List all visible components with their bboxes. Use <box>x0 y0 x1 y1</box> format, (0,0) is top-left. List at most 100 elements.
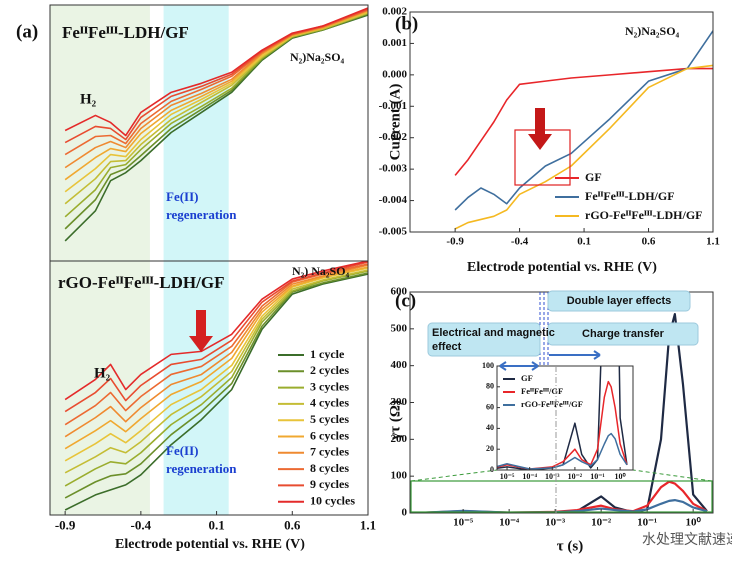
range-arrow <box>549 350 601 360</box>
x-tick-label: 10⁰ <box>685 516 701 528</box>
plot-frame <box>409 11 714 233</box>
medium-label: N₂)Na₂SO₄ <box>625 24 680 38</box>
y-tick-label: 600 <box>391 286 408 298</box>
region-box <box>547 322 699 346</box>
y-tick-label: 100 <box>482 361 494 370</box>
region-text: effect <box>432 341 462 353</box>
x-axis-label: Electrode potential vs. RHE (V) <box>467 260 657 275</box>
series-line <box>64 269 368 474</box>
y-tick-label: 400 <box>391 359 408 371</box>
legend-label: 10 cycles <box>310 493 355 507</box>
series-line <box>454 64 713 230</box>
region-label: regeneration <box>166 461 237 476</box>
region-box <box>547 290 691 312</box>
series-line <box>64 261 368 413</box>
x-tick-label: 10⁻⁵ <box>500 472 515 481</box>
region-label: regeneration <box>166 207 237 222</box>
arrow <box>528 108 552 150</box>
series-line <box>454 67 713 176</box>
y-tick-label: 500 <box>391 322 408 334</box>
x-tick-label: -0.9 <box>446 235 464 247</box>
x-tick-label: 10⁻³ <box>545 516 566 528</box>
y-tick-label: 40 <box>486 423 494 432</box>
legend-label: 9 cycles <box>310 477 349 491</box>
x-axis-label: τ (s) <box>557 538 584 554</box>
region-label: Fe(II) <box>166 189 199 204</box>
inset: 10⁻⁵ 10⁻⁴ 10⁻³ 10⁻² 10⁻¹ 10⁰ 0 20 40 60 80 100 GF Feᴵ… <box>482 361 634 481</box>
y-tick-label: 0.001 <box>382 37 407 49</box>
y-tick-label: 300 <box>391 396 408 408</box>
series-line <box>64 7 368 137</box>
region-label: Fe(II) <box>166 443 199 458</box>
x-tick-label: 10⁻² <box>568 472 583 481</box>
y-tick-label: -0.003 <box>379 163 408 175</box>
legend-label: 5 cycles <box>310 412 349 426</box>
region-text: Electrical and magnetic <box>432 327 555 339</box>
y-tick-label: 200 <box>391 433 408 445</box>
y-tick-label: 20 <box>486 444 494 453</box>
y-axis-label: Current (A) <box>387 84 403 161</box>
panel-label: (b) <box>395 13 418 34</box>
series-line <box>64 8 368 144</box>
legend-label: 6 cycles <box>310 428 349 442</box>
y-tick-label: 0 <box>402 507 408 519</box>
legend-label: 7 cycles <box>310 445 349 459</box>
series-line <box>64 272 368 499</box>
legend-label: rGO-FeᴵᴵFeᴵᴵᴵ/GF <box>521 399 583 409</box>
plot-background <box>497 366 633 470</box>
legend-label: 3 cycles <box>310 379 349 393</box>
arrow <box>189 310 213 352</box>
x-tick-label: 10⁰ <box>615 472 627 481</box>
panel-label: (c) <box>395 290 416 311</box>
x-tick-label: 10⁻⁴ <box>522 472 537 481</box>
y-tick-label: -0.001 <box>379 100 407 112</box>
series-line <box>417 480 708 513</box>
y-tick-label: -0.005 <box>379 226 408 238</box>
shaded-region <box>50 5 150 261</box>
h2-label: H₂ <box>80 91 97 107</box>
zoom-box <box>410 480 713 513</box>
shaded-region <box>163 261 229 515</box>
x-tick-label: -0.9 <box>55 518 76 533</box>
plot-frame <box>496 365 634 471</box>
legend-label: rGO-FeᴵᴵFeᴵᴵᴵ-LDH/GF <box>585 208 703 222</box>
zoom-line <box>632 469 713 482</box>
series-line <box>64 264 368 438</box>
x-tick-label: 0.6 <box>642 235 656 247</box>
series-line <box>64 267 368 462</box>
x-tick-label: 0.1 <box>577 235 591 247</box>
region-box <box>427 322 541 357</box>
x-tick-label: -0.4 <box>511 235 529 247</box>
y-axis-label: γτ (Ω) <box>387 400 403 441</box>
series-line <box>64 263 368 426</box>
series-line <box>417 499 708 513</box>
x-tick-label: 10⁻⁵ <box>453 516 474 528</box>
y-tick-label: -0.004 <box>379 194 408 206</box>
h2-label: H₂ <box>94 365 111 381</box>
x-tick-label: -0.4 <box>131 518 152 533</box>
series-line <box>64 273 368 511</box>
panel-label: (a) <box>16 21 38 42</box>
y-tick-label: 60 <box>486 402 494 411</box>
plots: -0.9 -0.4 0.1 0.6 1.1 -0.9 -0.4 0.1 0.6 1.1 0.002 0… <box>49 4 720 533</box>
legend-label: 4 cycles <box>310 396 349 410</box>
zoom-line <box>410 469 498 482</box>
shaded-region <box>163 5 229 261</box>
series-line <box>64 12 368 218</box>
series-line <box>64 11 368 193</box>
medium-label: N₂)Na₂SO₄ <box>290 50 345 64</box>
series-line <box>497 432 628 470</box>
medium-label: N₂) Na₂SO₄ <box>292 264 350 278</box>
series-line <box>454 30 713 211</box>
legend-label: GF <box>521 373 533 383</box>
legend-label: 1 cycle <box>310 347 345 361</box>
x-tick-label: 1.1 <box>360 518 376 533</box>
legend-label: GF <box>585 170 602 184</box>
series-line <box>64 9 368 169</box>
y-tick-label: 0.000 <box>382 68 407 80</box>
region-text: Double layer effects <box>567 295 672 307</box>
x-tick-label: 10⁻² <box>591 516 612 528</box>
x-tick-label: 10⁻⁴ <box>499 516 520 528</box>
x-tick-label: 10⁻³ <box>545 472 560 481</box>
